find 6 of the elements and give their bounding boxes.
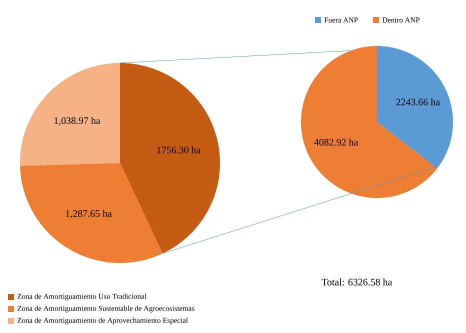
data-label: 2243.66 ha bbox=[396, 98, 440, 106]
text: Total: 6326.58 ha bbox=[322, 278, 392, 286]
data-label: 1,038.97 ha bbox=[54, 116, 100, 126]
data-label: 1,287.65 ha bbox=[66, 210, 112, 218]
data-label: 4082.92 ha bbox=[314, 138, 358, 146]
data-label: 1756.30 ha bbox=[157, 146, 201, 154]
